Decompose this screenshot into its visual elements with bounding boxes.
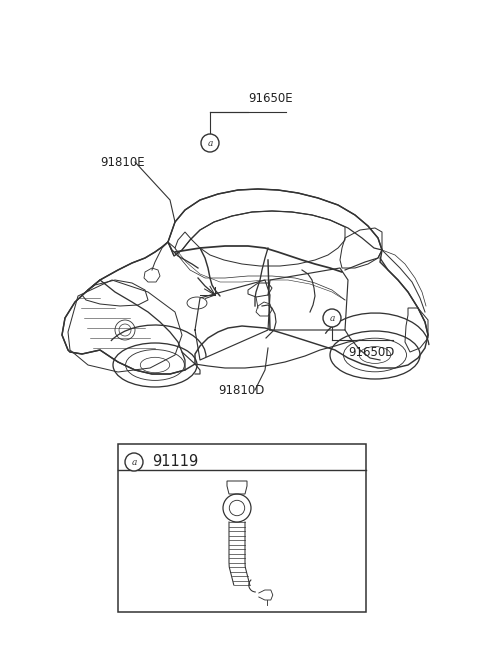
Text: 91810E: 91810E: [100, 155, 144, 168]
Circle shape: [125, 453, 143, 471]
Text: 91650E: 91650E: [248, 92, 293, 105]
Circle shape: [323, 309, 341, 327]
Text: 91810D: 91810D: [218, 383, 264, 396]
Text: a: a: [132, 458, 137, 467]
Text: 91119: 91119: [152, 455, 198, 470]
Text: 91650D: 91650D: [348, 345, 395, 358]
Text: a: a: [207, 139, 213, 148]
Text: a: a: [329, 314, 335, 323]
Circle shape: [201, 134, 219, 152]
